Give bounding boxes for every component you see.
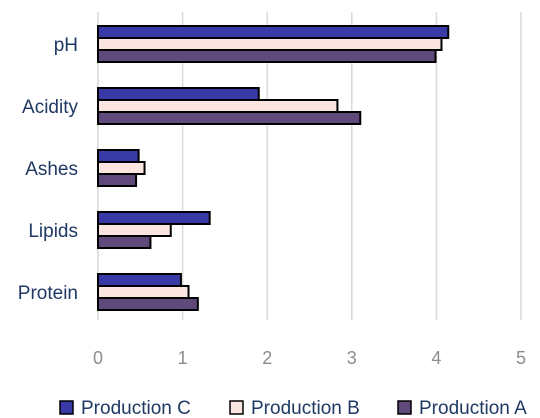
bar-production-b-ph — [97, 37, 443, 51]
category-label: Lipids — [28, 221, 78, 242]
bar-production-a-lipids — [97, 235, 152, 249]
bar-production-a-ph — [97, 49, 437, 63]
legend-swatch — [59, 400, 74, 415]
x-tick-label: 3 — [347, 348, 357, 368]
gridlines — [97, 12, 522, 320]
x-tick-label: 5 — [516, 348, 526, 368]
legend-label: Production B — [251, 398, 360, 418]
legend-label: Production C — [81, 398, 191, 418]
legend: Production C Production B Production A — [59, 398, 527, 418]
legend-swatch — [397, 400, 412, 415]
bar-production-b-acidity — [97, 99, 339, 113]
legend-label: Production A — [419, 398, 527, 418]
bar-production-c-ph — [97, 25, 450, 39]
bar-production-c-ashes — [97, 149, 140, 163]
x-tick-label: 0 — [93, 348, 103, 368]
bar-production-a-ashes — [97, 173, 138, 187]
x-tick-label: 2 — [262, 348, 272, 368]
category-label: Acidity — [22, 97, 78, 118]
bar-production-b-ashes — [97, 161, 146, 175]
bar-production-a-acidity — [97, 111, 362, 125]
category-labels: pH Acidity Ashes Lipids Protein — [18, 35, 79, 304]
bar-production-c-acidity — [97, 87, 260, 101]
bar-production-c-protein — [97, 273, 182, 287]
x-tick-label: 4 — [431, 348, 441, 368]
x-tick-label: 1 — [178, 348, 188, 368]
legend-swatch — [229, 400, 244, 415]
category-label: Ashes — [25, 159, 78, 180]
category-label: Protein — [18, 283, 78, 304]
bar-production-b-protein — [97, 285, 190, 299]
category-label: pH — [54, 35, 78, 56]
bars — [97, 25, 450, 311]
bar-production-b-lipids — [97, 223, 172, 237]
bar-production-c-lipids — [97, 211, 211, 225]
x-axis-ticks: 0 1 2 3 4 5 — [93, 348, 526, 368]
bar-production-a-protein — [97, 297, 199, 311]
